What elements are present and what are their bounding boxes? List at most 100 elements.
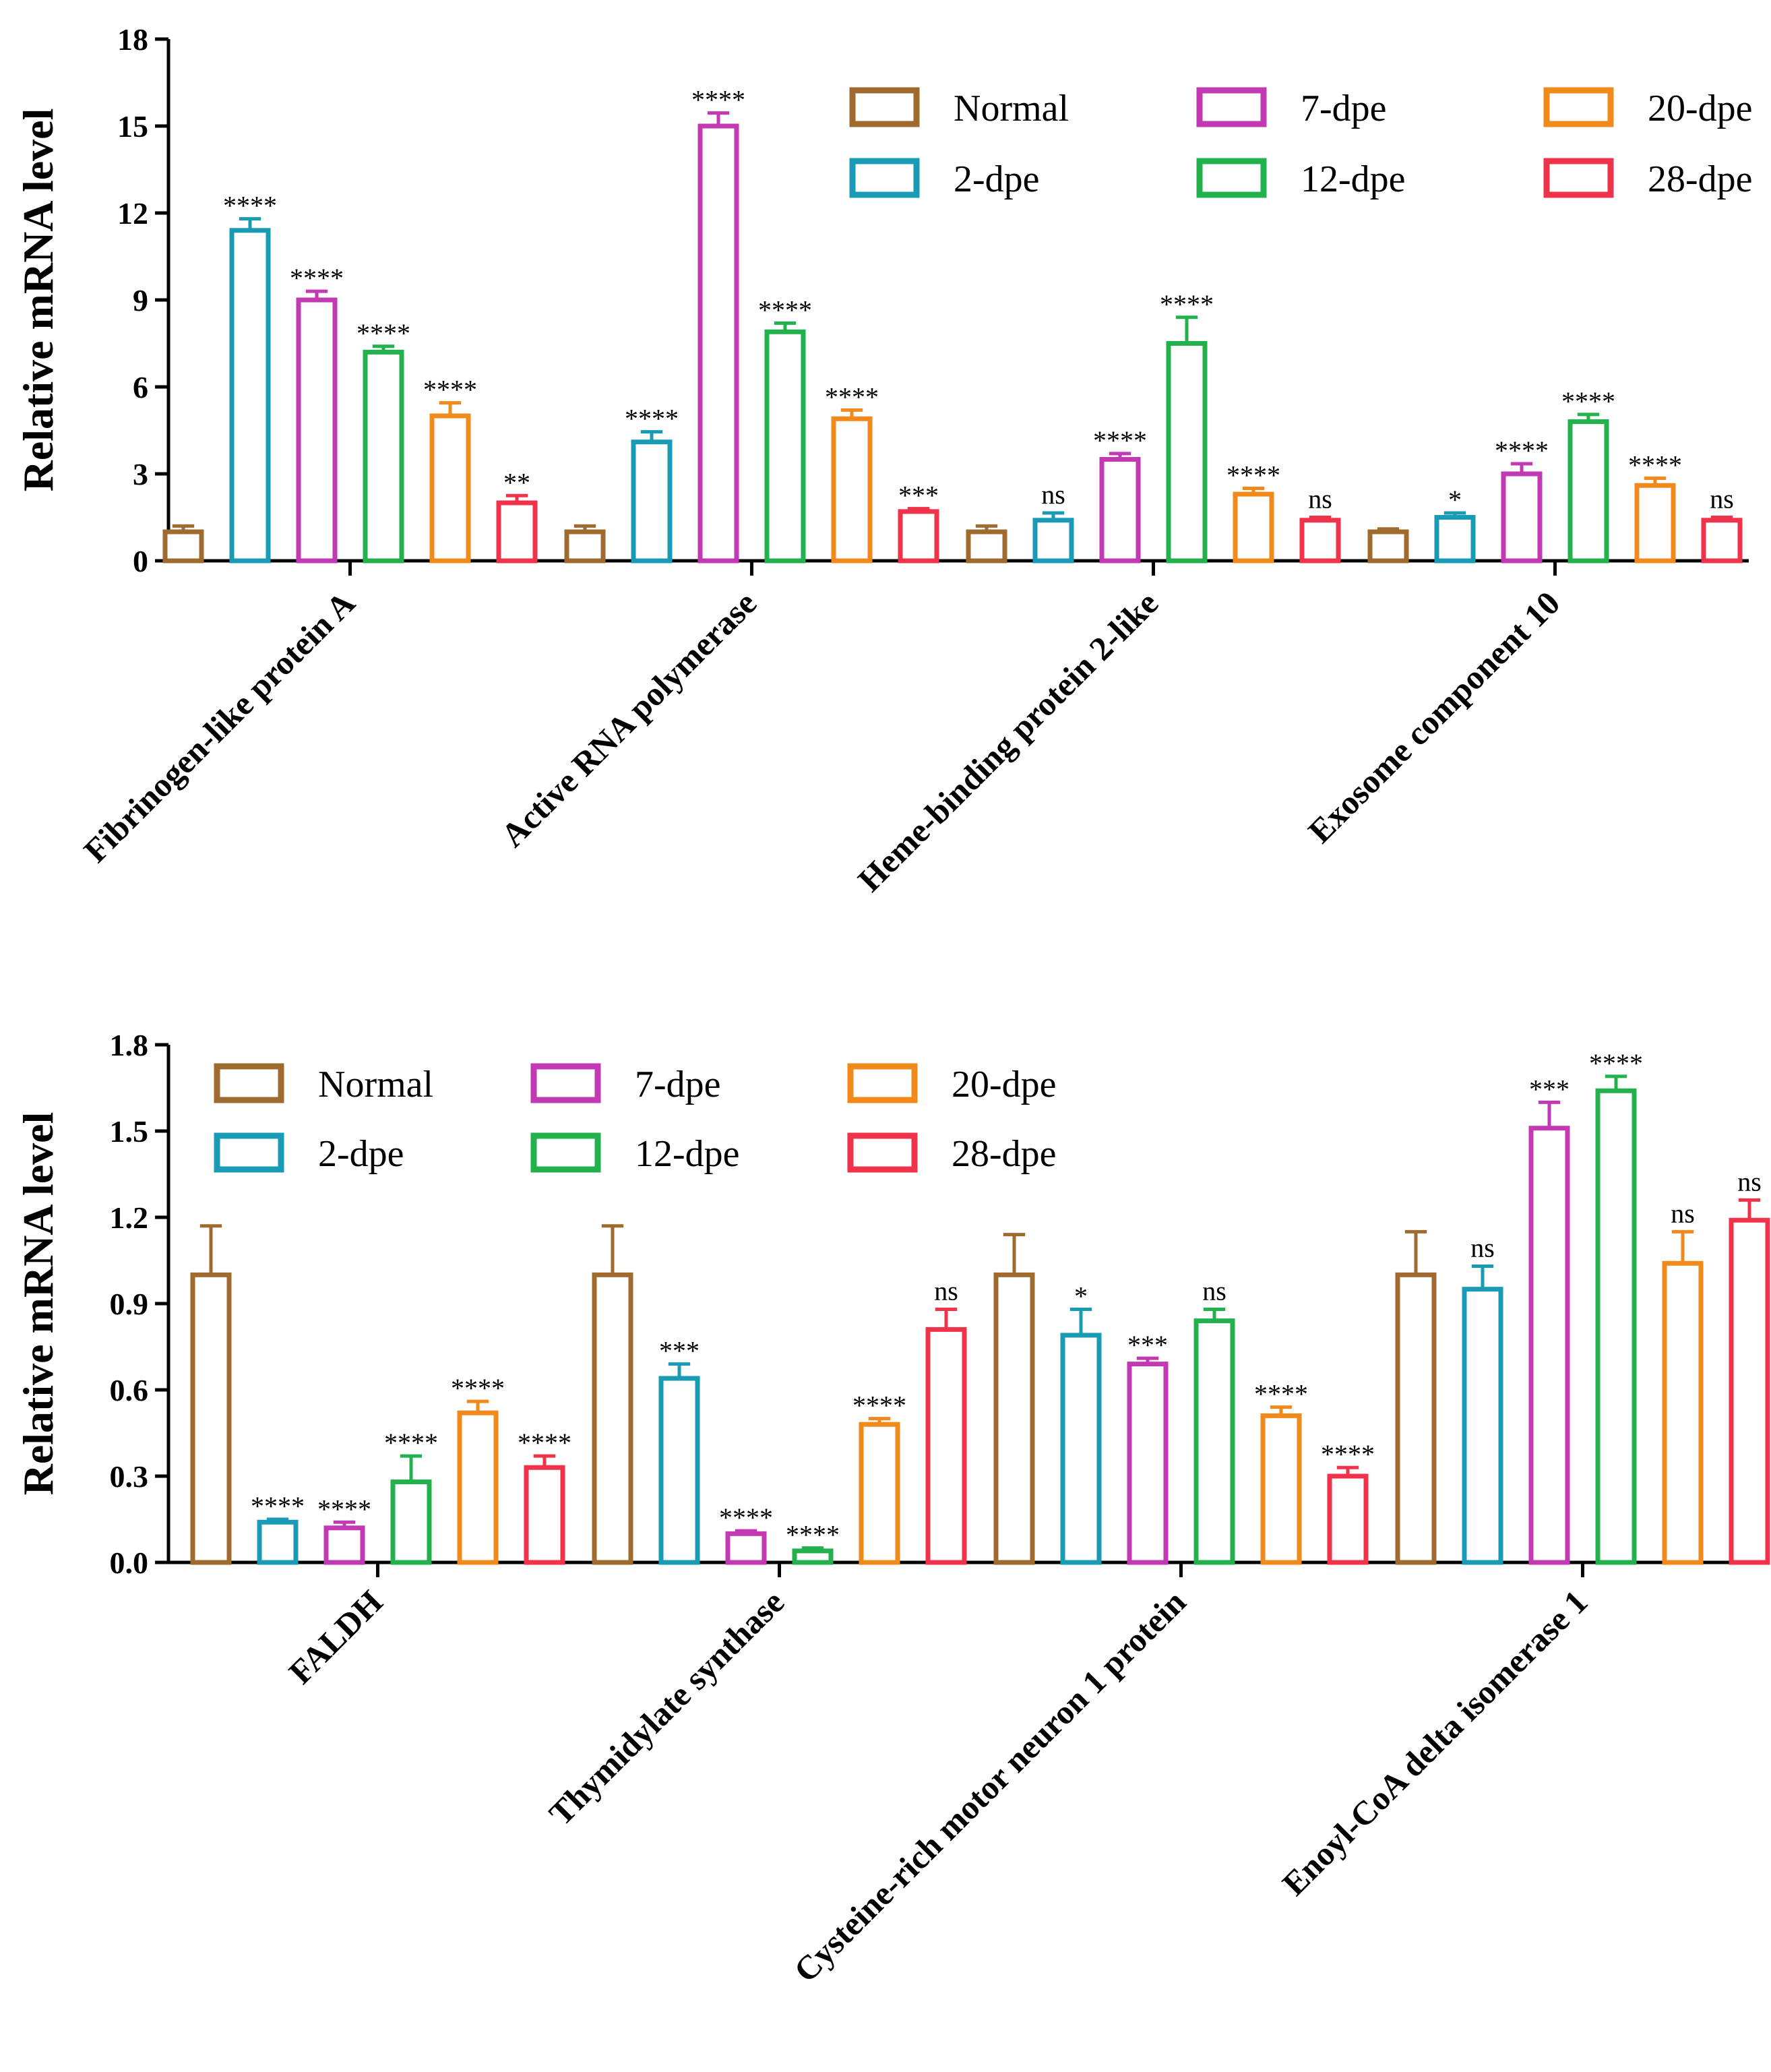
legend-swatch xyxy=(1196,158,1267,198)
bar-rect xyxy=(925,1327,967,1565)
bar-2-dpe: **** xyxy=(625,404,679,563)
significance-label: **** xyxy=(1561,386,1615,417)
bar-rect xyxy=(1127,1362,1169,1565)
legend-label: 12-dpe xyxy=(1301,158,1406,200)
bar-rect xyxy=(1327,1473,1369,1565)
bar-rect xyxy=(993,1272,1035,1565)
bar-7-dpe: **** xyxy=(290,263,344,563)
bar-20-dpe: **** xyxy=(825,382,879,563)
legend-swatch xyxy=(1543,87,1614,127)
bar-20-dpe: **** xyxy=(1226,460,1280,563)
y-tick-label: 3 xyxy=(133,457,148,491)
significance-label: **** xyxy=(719,1502,773,1533)
legend-label: Normal xyxy=(954,88,1069,129)
significance-label: **** xyxy=(423,375,477,405)
significance-label: **** xyxy=(1589,1048,1643,1078)
legend-label: 20-dpe xyxy=(952,1064,1057,1105)
bar-20-dpe: **** xyxy=(1628,450,1682,563)
bar-20-dpe: **** xyxy=(1254,1379,1308,1565)
bar-rect xyxy=(1260,1413,1302,1565)
bar-2-dpe: *** xyxy=(658,1336,700,1565)
y-tick-label: 0.0 xyxy=(110,1546,149,1580)
legend: Normal 2-dpe 7-dpe 12-dpe 20-dpe 28-dpe xyxy=(214,1063,1057,1175)
significance-label: **** xyxy=(1495,435,1549,466)
y-tick-label: 0.6 xyxy=(110,1373,149,1407)
bar-28-dpe: ns xyxy=(1299,484,1341,563)
x-category-label: Thymidylate synthase xyxy=(542,1583,792,1833)
significance-label: **** xyxy=(852,1391,906,1421)
bar-7-dpe: **** xyxy=(1495,435,1549,563)
bar-rect xyxy=(257,1519,299,1565)
bar-rect xyxy=(1462,1287,1503,1565)
significance-label: *** xyxy=(659,1336,700,1366)
significance-label: ns xyxy=(1202,1276,1226,1306)
bar-normal xyxy=(564,524,606,563)
significance-label: **** xyxy=(317,1494,371,1524)
bar-rect xyxy=(792,1548,834,1565)
bar-normal xyxy=(1367,527,1409,563)
significance-label: **** xyxy=(451,1373,505,1403)
bar-rect xyxy=(1729,1217,1770,1565)
significance-label: **** xyxy=(1321,1439,1375,1469)
significance-label: **** xyxy=(758,295,812,325)
bar-rect xyxy=(1595,1088,1637,1565)
bar-28-dpe: ns xyxy=(1729,1166,1770,1565)
bar-rect xyxy=(1060,1333,1102,1565)
bar-normal xyxy=(966,524,1007,563)
bar-28-dpe: **** xyxy=(518,1428,571,1565)
bar-rect xyxy=(697,123,739,563)
legend-swatch xyxy=(214,1132,284,1173)
x-category-label: Exosome component 10 xyxy=(1301,584,1567,850)
bar-2-dpe: * xyxy=(1060,1281,1102,1565)
significance-label: **** xyxy=(384,1428,438,1458)
bar-12-dpe: **** xyxy=(1589,1048,1643,1565)
legend: Normal 2-dpe 7-dpe 12-dpe 20-dpe 28-dpe xyxy=(849,87,1753,200)
significance-label: **** xyxy=(1093,425,1147,456)
bar-28-dpe: ns xyxy=(1701,484,1743,563)
bar-rect xyxy=(296,297,338,563)
x-category-label: Fibrinogen-like protein A xyxy=(76,584,362,870)
bar-rect xyxy=(229,228,271,563)
y-tick-label: 6 xyxy=(133,370,148,404)
bar-7-dpe: **** xyxy=(1093,425,1147,563)
legend-swatch xyxy=(1196,87,1267,127)
legend-swatch xyxy=(530,1132,601,1173)
bar-28-dpe: ** xyxy=(496,467,538,563)
legend-label: 2-dpe xyxy=(954,158,1040,200)
bar-rect xyxy=(1395,1272,1437,1565)
legend-label: Normal xyxy=(318,1064,433,1105)
bar-12-dpe: **** xyxy=(384,1428,438,1565)
y-tick-label: 1.8 xyxy=(110,1028,149,1062)
bar-rect xyxy=(1567,419,1609,563)
significance-label: * xyxy=(1074,1281,1088,1312)
bar-rect xyxy=(564,529,606,563)
bar-rect xyxy=(190,1272,232,1565)
x-category-label: FALDH xyxy=(282,1583,390,1691)
bar-rect xyxy=(725,1531,767,1565)
bar-rect xyxy=(592,1272,633,1565)
legend-swatch xyxy=(847,1063,918,1103)
y-axis-title: Relative mRNA level xyxy=(14,1112,62,1496)
significance-label: ns xyxy=(1308,484,1332,514)
bar-12-dpe: **** xyxy=(786,1520,840,1565)
significance-label: *** xyxy=(1529,1074,1570,1104)
bar-rect xyxy=(162,529,204,563)
bar-2-dpe: ns xyxy=(1032,479,1074,563)
chart-panel-1: 0 3 6 9 12 15 18 Relative mRNA level Fibrinogen-… xyxy=(14,22,1753,898)
bar-7-dpe: **** xyxy=(719,1502,773,1565)
x-category-label: Heme-binding protein 2-like xyxy=(850,584,1165,898)
bar-12-dpe: ns xyxy=(1193,1276,1235,1565)
bar-28-dpe: **** xyxy=(1321,1439,1375,1565)
significance-label: **** xyxy=(518,1428,571,1458)
bar-rect xyxy=(1662,1260,1704,1565)
significance-label: **** xyxy=(356,318,410,348)
bar-2-dpe: * xyxy=(1434,485,1476,563)
legend-label: 2-dpe xyxy=(318,1133,404,1175)
chart-panel-2: 0.0 0.3 0.6 0.9 1.2 1.5 1.8 Relative mRNA level… xyxy=(14,1028,1770,1989)
bar-2-dpe: **** xyxy=(251,1491,305,1565)
significance-label: **** xyxy=(1628,450,1682,480)
significance-label: ns xyxy=(1710,484,1734,514)
y-tick-label: 1.2 xyxy=(110,1200,149,1235)
legend-label: 28-dpe xyxy=(1648,158,1753,200)
